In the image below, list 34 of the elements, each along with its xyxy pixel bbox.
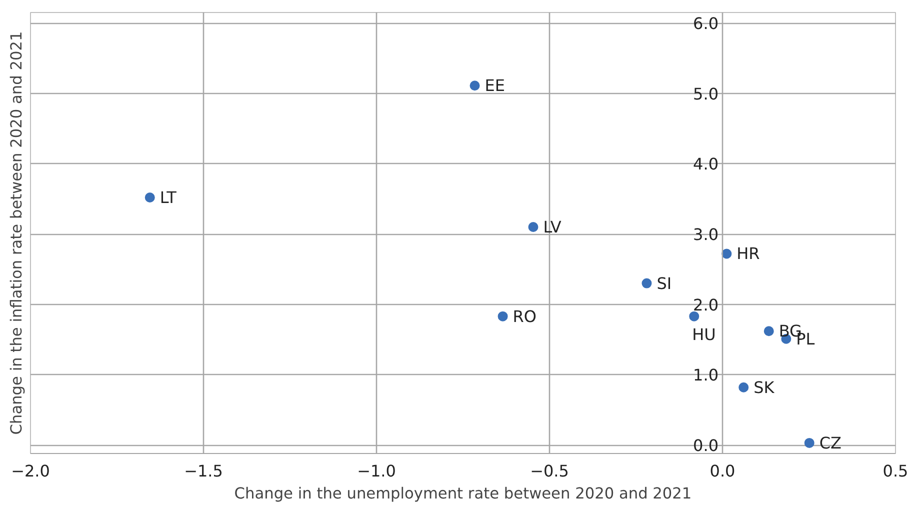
- x-tick-label: 0.0: [710, 462, 736, 480]
- annotation: LT: [160, 188, 177, 207]
- x-axis-title: Change in the unemployment rate between 2020 and 2021: [234, 484, 692, 502]
- y-tick-label: 2.0: [693, 295, 719, 314]
- annotation: LV: [543, 218, 562, 237]
- y-tick-label: 5.0: [693, 84, 719, 104]
- annotation: RO: [512, 306, 537, 326]
- x-tick-label: 0.5: [882, 462, 908, 480]
- annotation: HR: [736, 244, 760, 264]
- y-tick-label: 0.0: [693, 436, 719, 456]
- y-tick-label: 6.0: [693, 14, 719, 34]
- annotation: EE: [484, 76, 505, 96]
- annotation: CZ: [819, 433, 842, 452]
- x-tick-label: −1.5: [184, 462, 223, 480]
- annotation: HU: [692, 324, 716, 344]
- point: [804, 438, 814, 448]
- point: [528, 222, 538, 232]
- point: [722, 248, 732, 259]
- annotation: SI: [656, 274, 672, 293]
- y-tick-label: 4.0: [693, 154, 719, 174]
- point: [689, 311, 700, 322]
- x-tick-label: −2.0: [11, 462, 50, 480]
- point: [144, 192, 155, 202]
- point: [738, 382, 749, 392]
- y-tick-label: 3.0: [693, 225, 719, 244]
- point: [498, 311, 508, 322]
- x-tick-label: −0.5: [530, 462, 569, 480]
- point: [470, 80, 480, 91]
- y-tick-label: 1.0: [693, 366, 719, 385]
- x-tick-label: −1.0: [357, 462, 396, 480]
- annotation: SK: [754, 378, 775, 397]
- y-axis-title: Change in the inflation rate between 2020 and 2021: [8, 31, 26, 435]
- point: [642, 278, 652, 288]
- point: [764, 326, 774, 336]
